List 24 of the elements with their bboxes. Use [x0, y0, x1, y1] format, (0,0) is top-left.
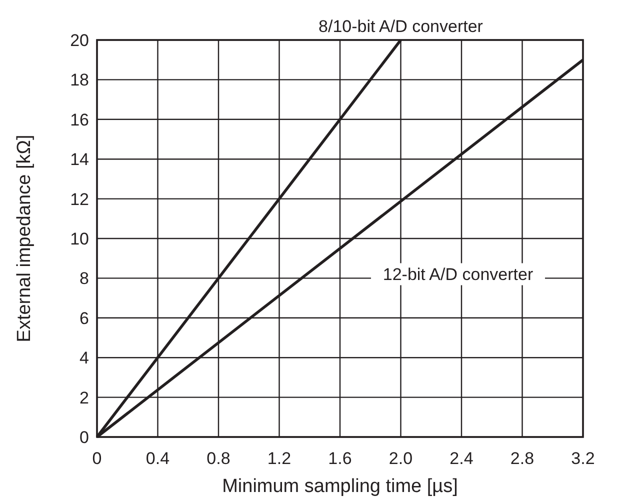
- y-tick-label: 20: [70, 31, 89, 50]
- x-tick-label: 0.8: [206, 449, 230, 468]
- x-tick-label: 2.8: [510, 449, 534, 468]
- y-tick-label: 18: [70, 70, 89, 90]
- series-label: 8/10-bit A/D converter: [318, 17, 484, 36]
- y-tick-label: 12: [70, 190, 89, 209]
- x-tick-label: 0: [92, 449, 102, 468]
- y-axis-title: External impedance [kΩ]: [14, 134, 35, 342]
- x-tick-label: 2.0: [388, 449, 413, 468]
- y-tick-label: 16: [70, 110, 89, 130]
- y-tick-label: 8: [80, 269, 89, 288]
- x-tick-label: 2.4: [450, 449, 474, 468]
- y-tick-label: 0: [80, 428, 89, 447]
- x-tick-label: 3.2: [571, 449, 595, 468]
- y-tick-label: 4: [80, 348, 89, 368]
- x-tick-label: 1.2: [267, 449, 292, 468]
- text: 12-bit A/D converter: [382, 265, 534, 284]
- x-tick-label: 0.4: [146, 449, 170, 468]
- y-tick-label: 10: [70, 230, 89, 248]
- y-tick-label: 6: [80, 308, 89, 328]
- y-tick-label: 2: [80, 388, 89, 408]
- x-axis-title: Minimum sampling time [µs]: [222, 476, 458, 497]
- y-tick-label: 14: [70, 150, 89, 170]
- x-tick-label: 1.6: [328, 449, 352, 468]
